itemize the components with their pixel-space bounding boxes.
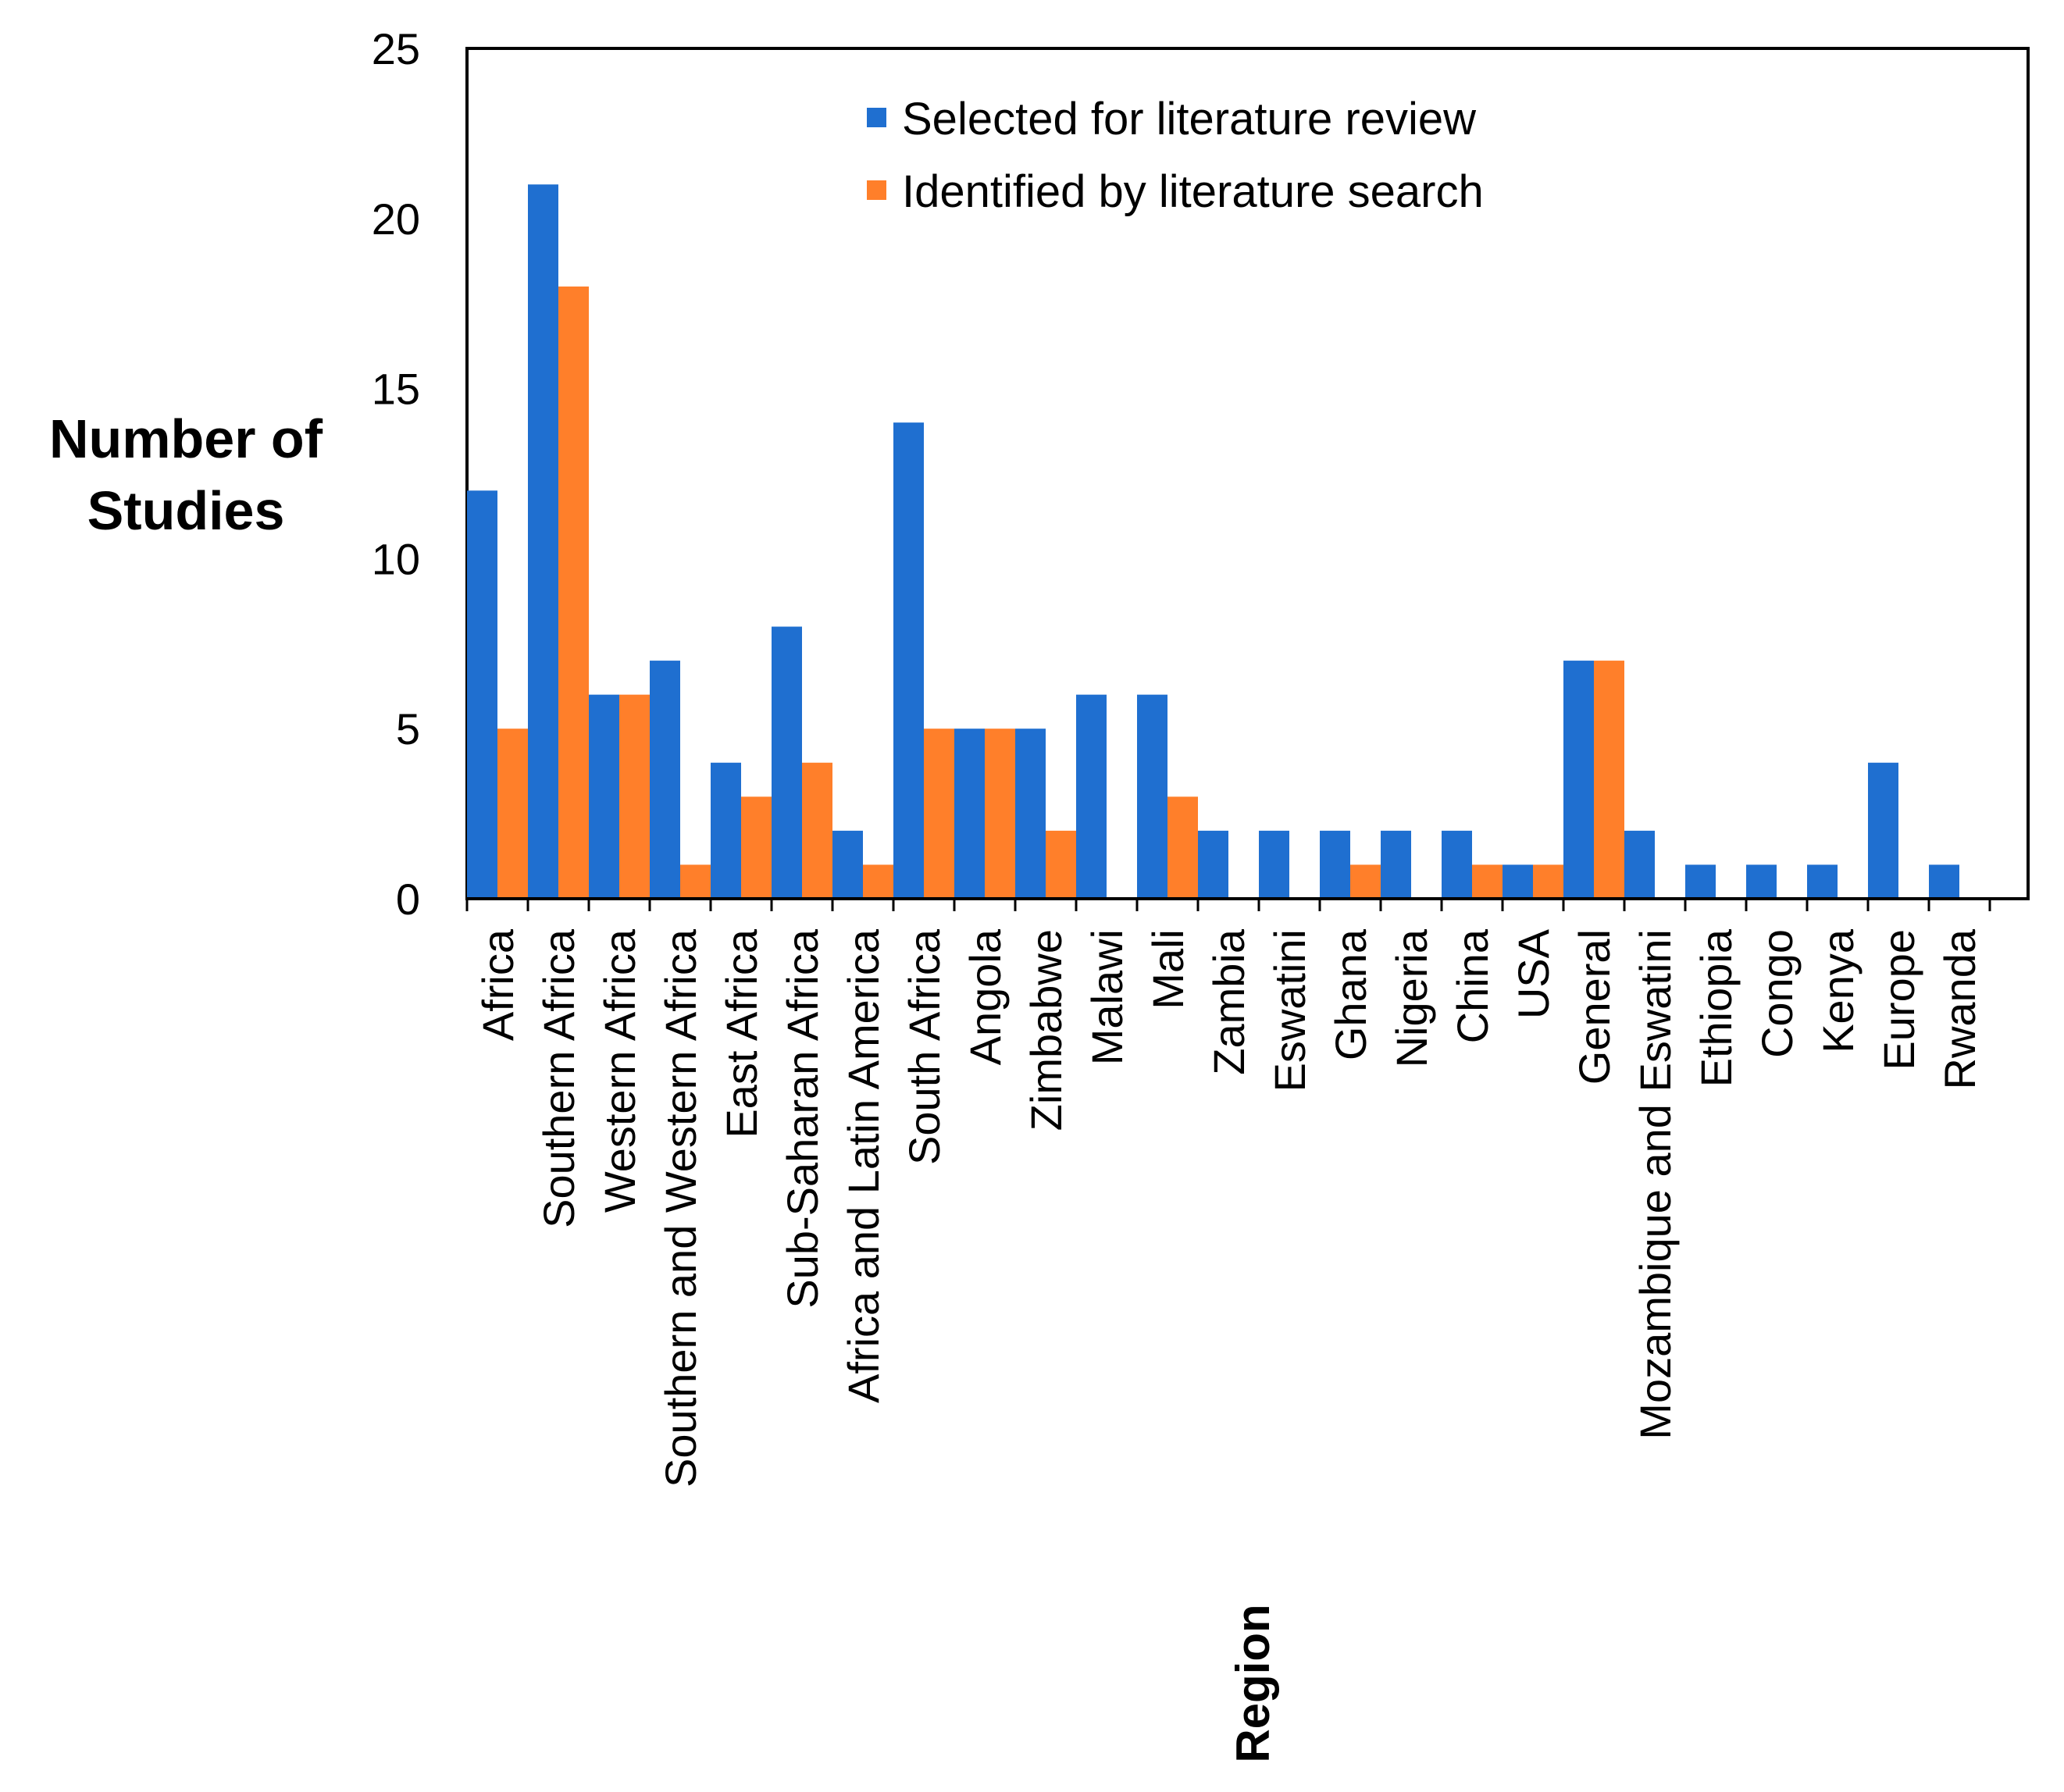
bar-selected-23	[1868, 762, 1898, 899]
bar-identified-2	[619, 694, 650, 899]
y-tick-label-15: 15	[372, 365, 420, 414]
x-category-label: Europe	[1874, 929, 1923, 1071]
x-category-label: Angola	[961, 928, 1010, 1065]
bar-identified-3	[680, 864, 711, 899]
x-category-label: Sub-Saharan Africa	[778, 928, 827, 1308]
bar-identified-8	[985, 729, 1015, 899]
bar-selected-0	[467, 490, 497, 899]
bar-selected-3	[650, 661, 680, 899]
bar-identified-18	[1594, 661, 1624, 899]
bar-selected-6	[832, 830, 863, 899]
legend-label-identified: Identified by literature search	[902, 166, 1484, 217]
x-category-label: Mozambique and Eswatini	[1631, 929, 1680, 1440]
y-ticks-group: 0 5 10 15 20 25	[372, 24, 420, 924]
x-category-label: Africa and Latin America	[839, 928, 888, 1403]
x-ticks-group	[465, 899, 1991, 911]
bar-identified-0	[497, 729, 528, 899]
bar-selected-9	[1015, 729, 1046, 899]
x-category-label: East Africa	[717, 928, 766, 1138]
x-category-label: South Africa	[900, 928, 949, 1165]
bar-selected-24	[1929, 864, 1959, 899]
x-category-label: Congo	[1752, 929, 1802, 1058]
x-category-label: Western Africa	[595, 928, 644, 1213]
x-axis-title: Region	[1227, 1604, 1279, 1762]
legend-swatch-selected	[867, 108, 886, 127]
y-tick-label-10: 10	[372, 534, 420, 583]
bars-group	[467, 184, 2028, 900]
bar-selected-12	[1198, 830, 1228, 899]
bar-identified-1	[558, 286, 589, 899]
legend: Selected for literature review Identifie…	[867, 94, 1484, 217]
x-category-label: Southern and Western Africa	[656, 928, 705, 1487]
bar-selected-20	[1685, 864, 1716, 899]
bar-selected-22	[1807, 864, 1838, 899]
bar-selected-4	[711, 762, 741, 899]
bar-selected-2	[589, 694, 619, 899]
x-category-label: USA	[1509, 928, 1558, 1019]
bar-selected-18	[1563, 661, 1594, 899]
y-axis-title-line-2: Studies	[87, 480, 285, 541]
bar-selected-7	[893, 422, 924, 899]
bar-selected-15	[1381, 830, 1411, 899]
bar-selected-14	[1320, 830, 1350, 899]
x-category-label: Ethiopia	[1691, 928, 1741, 1087]
x-category-label: Ghana	[1326, 928, 1375, 1060]
x-category-label: Africa	[473, 928, 522, 1041]
x-category-label: General	[1570, 929, 1619, 1085]
x-category-label: China	[1448, 928, 1497, 1043]
x-category-label: Nigeria	[1387, 928, 1436, 1067]
bar-selected-11	[1137, 694, 1167, 899]
bar-identified-7	[924, 729, 954, 899]
bar-identified-16	[1472, 864, 1503, 899]
bar-selected-8	[954, 729, 985, 899]
bar-identified-11	[1167, 796, 1198, 899]
bar-identified-17	[1533, 864, 1563, 899]
bar-selected-19	[1624, 830, 1655, 899]
x-category-label: Southern Africa	[534, 928, 583, 1228]
x-category-label: Rwanda	[1935, 928, 1984, 1089]
bar-selected-13	[1259, 830, 1289, 899]
bar-identified-14	[1350, 864, 1381, 899]
bar-identified-9	[1046, 830, 1076, 899]
bar-identified-6	[863, 864, 893, 899]
bar-selected-10	[1076, 694, 1107, 899]
x-category-label: Kenya	[1813, 928, 1863, 1053]
bar-selected-21	[1746, 864, 1777, 899]
y-tick-label-25: 25	[372, 24, 420, 73]
bar-selected-1	[528, 184, 558, 900]
y-tick-label-5: 5	[396, 704, 420, 753]
legend-swatch-identified	[867, 180, 886, 200]
bar-selected-17	[1503, 864, 1533, 899]
legend-label-selected: Selected for literature review	[902, 94, 1477, 144]
x-category-label: Zambia	[1204, 928, 1253, 1075]
bar-identified-5	[802, 762, 832, 899]
y-tick-label-0: 0	[396, 875, 420, 924]
y-tick-label-20: 20	[372, 194, 420, 244]
x-category-label: Malawi	[1082, 929, 1132, 1065]
bar-identified-4	[741, 796, 772, 899]
x-category-label: Mali	[1143, 929, 1192, 1010]
bar-selected-5	[772, 626, 802, 899]
category-labels-group: Africa Southern Africa Western Africa South…	[473, 928, 1984, 1487]
plot-area	[465, 47, 2030, 900]
x-category-label: Eswatini	[1265, 929, 1314, 1092]
bar-selected-16	[1442, 830, 1472, 899]
x-category-label: Zimbabwe	[1021, 929, 1071, 1131]
y-axis-title-line-1: Number of	[49, 408, 323, 469]
